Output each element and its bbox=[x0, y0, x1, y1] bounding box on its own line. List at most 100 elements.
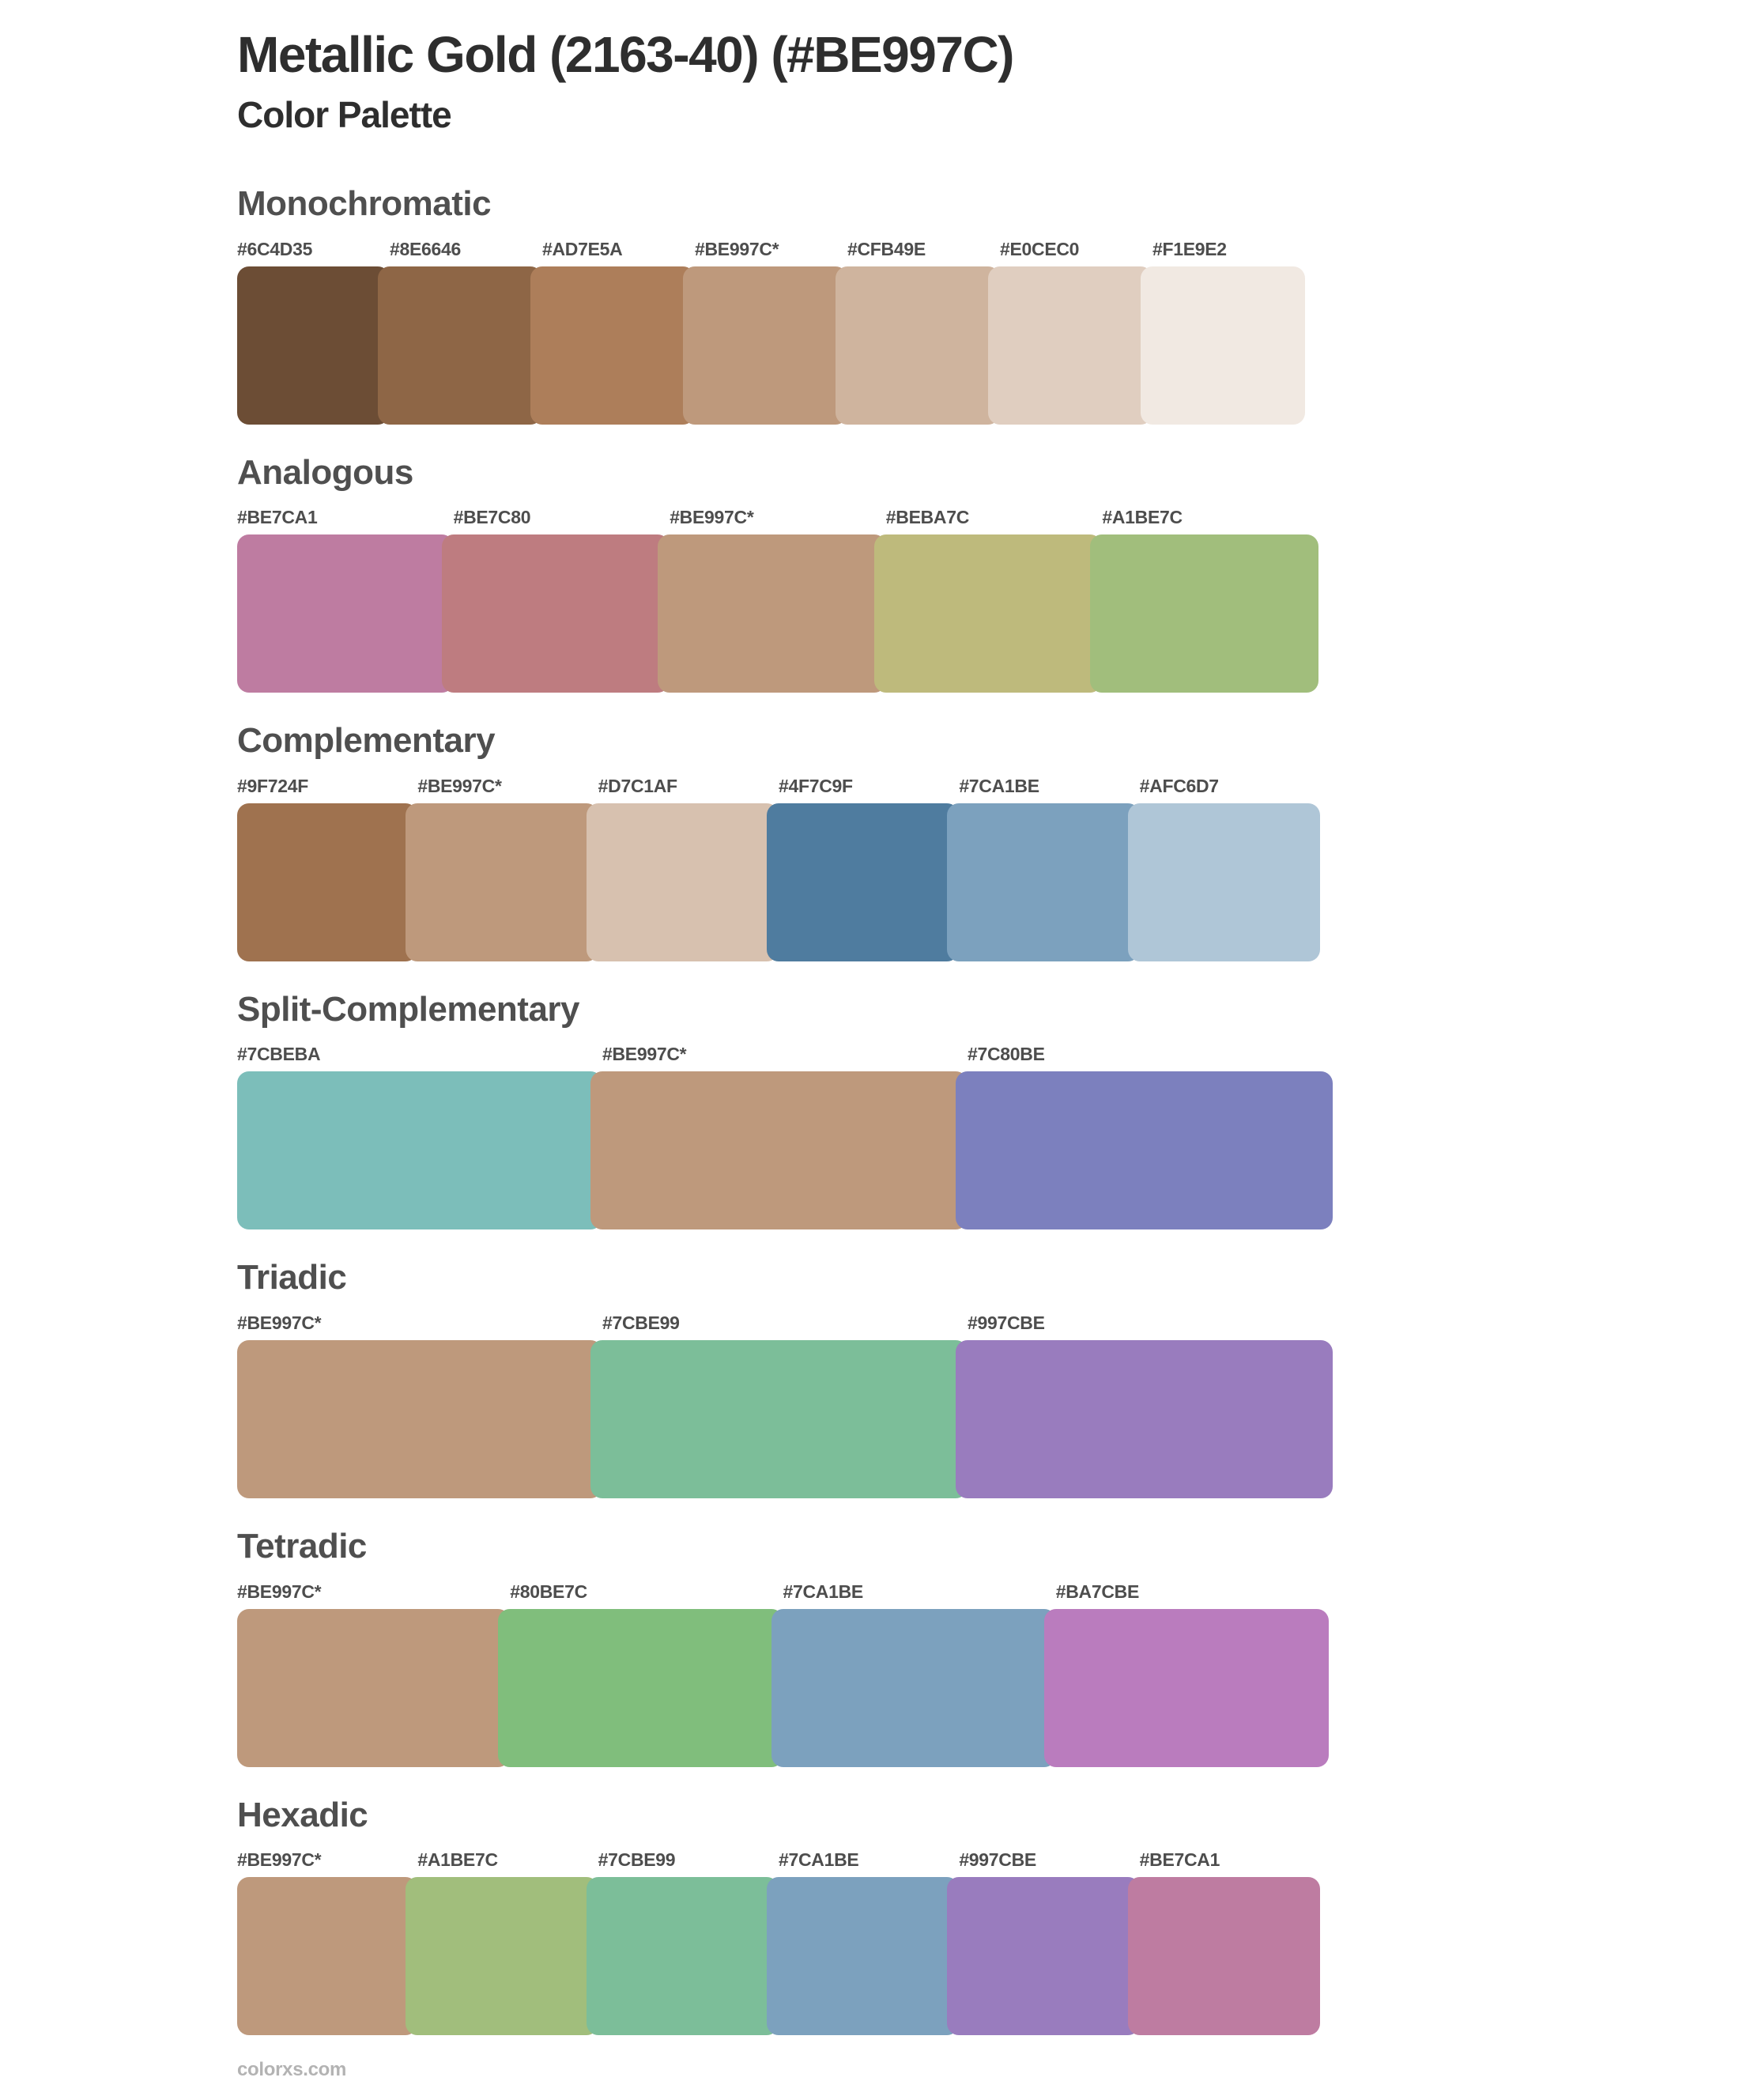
color-swatch[interactable] bbox=[590, 1071, 968, 1230]
swatch-row: #7CBEBA #BE997C* #7C80BE bbox=[237, 1042, 1333, 1230]
swatch-column: #7CBEBA bbox=[237, 1042, 602, 1230]
color-swatch[interactable] bbox=[586, 1877, 779, 2036]
color-swatch[interactable] bbox=[766, 803, 960, 961]
color-swatch[interactable] bbox=[378, 266, 542, 425]
color-swatch[interactable] bbox=[1043, 1608, 1329, 1767]
page-title: Metallic Gold (2163-40) (#BE997C) bbox=[237, 26, 1014, 83]
swatch-hex-label: #BE997C* bbox=[237, 1312, 322, 1333]
color-swatch[interactable] bbox=[771, 1608, 1056, 1767]
section-heading: Monochromatic bbox=[237, 183, 492, 223]
swatch-hex-label: #A1BE7C bbox=[1102, 507, 1183, 528]
swatch-hex-label: #7CA1BE bbox=[778, 1849, 859, 1871]
swatch-hex-label: #8E6646 bbox=[390, 238, 461, 259]
color-swatch[interactable] bbox=[658, 534, 886, 693]
palette-sections: Monochromatic #6C4D35 #8E6646 #AD7E5A #B… bbox=[237, 184, 1739, 2036]
color-swatch[interactable] bbox=[406, 803, 598, 961]
palette-section: Split-Complementary #7CBEBA #BE997C* #7C… bbox=[237, 990, 1739, 1230]
palette-section: Triadic #BE997C* #7CBE99 #997CBE bbox=[237, 1258, 1739, 1498]
swatch-row: #BE7CA1 #BE7C80 #BE997C* #BEBA7C #A1BE7C bbox=[237, 505, 1318, 693]
swatch-column: #9F724F bbox=[237, 774, 418, 961]
color-swatch[interactable] bbox=[956, 1071, 1333, 1230]
swatch-row: #BE997C* #80BE7C #7CA1BE #BA7CBE bbox=[237, 1580, 1329, 1767]
color-swatch[interactable] bbox=[498, 1608, 783, 1767]
color-swatch[interactable] bbox=[683, 266, 847, 425]
swatch-hex-label: #9F724F bbox=[237, 775, 308, 796]
swatch-hex-label: #A1BE7C bbox=[417, 1849, 498, 1871]
swatch-hex-label: #AD7E5A bbox=[542, 238, 623, 259]
swatch-hex-label: #7CA1BE bbox=[959, 775, 1039, 796]
color-swatch[interactable] bbox=[237, 1071, 602, 1230]
swatch-hex-label: #BE7C80 bbox=[453, 507, 531, 528]
swatch-row: #6C4D35 #8E6646 #AD7E5A #BE997C* #CFB49E… bbox=[237, 237, 1305, 425]
swatch-hex-label: #7CBEBA bbox=[237, 1044, 321, 1065]
swatch-column: #E0CEC0 bbox=[988, 237, 1152, 425]
palette-section: Analogous #BE7CA1 #BE7C80 #BE997C* #BEBA… bbox=[237, 453, 1739, 693]
color-swatch[interactable] bbox=[873, 534, 1103, 693]
swatch-hex-label: #BE997C* bbox=[237, 1849, 322, 1871]
swatch-hex-label: #7C80BE bbox=[968, 1044, 1045, 1065]
color-swatch[interactable] bbox=[1090, 534, 1318, 693]
section-heading: Split-Complementary bbox=[237, 989, 580, 1029]
section-heading: Complementary bbox=[237, 721, 496, 761]
swatch-hex-label: #BE997C* bbox=[695, 238, 779, 259]
palette-section: Tetradic #BE997C* #80BE7C #7CA1BE #BA7CB… bbox=[237, 1527, 1739, 1767]
color-swatch[interactable] bbox=[1141, 266, 1305, 425]
swatch-column: #D7C1AF bbox=[586, 774, 779, 961]
swatch-hex-label: #BE7CA1 bbox=[237, 507, 318, 528]
swatch-hex-label: #BE997C* bbox=[417, 775, 502, 796]
swatch-hex-label: #F1E9E2 bbox=[1152, 238, 1227, 259]
swatch-column: #8E6646 bbox=[378, 237, 542, 425]
swatch-column: #7CBE99 bbox=[590, 1311, 968, 1498]
palette-section: Monochromatic #6C4D35 #8E6646 #AD7E5A #B… bbox=[237, 184, 1739, 425]
swatch-row: #BE997C* #A1BE7C #7CBE99 #7CA1BE #997CBE… bbox=[237, 1848, 1320, 2036]
swatch-column: #7CA1BE bbox=[771, 1580, 1056, 1767]
section-heading: Analogous bbox=[237, 452, 413, 492]
swatch-hex-label: #BE997C* bbox=[237, 1581, 322, 1602]
color-swatch[interactable] bbox=[988, 266, 1152, 425]
swatch-hex-label: #D7C1AF bbox=[598, 775, 677, 796]
swatch-column: #BE997C* bbox=[658, 505, 886, 693]
color-swatch[interactable] bbox=[441, 534, 670, 693]
color-swatch[interactable] bbox=[237, 534, 454, 693]
swatch-hex-label: #BE997C* bbox=[670, 507, 754, 528]
palette-section: Complementary #9F724F #BE997C* #D7C1AF #… bbox=[237, 721, 1739, 961]
color-swatch[interactable] bbox=[1127, 1877, 1320, 2036]
swatch-hex-label: #7CBE99 bbox=[602, 1312, 680, 1333]
color-swatch[interactable] bbox=[836, 266, 1000, 425]
color-swatch[interactable] bbox=[406, 1877, 598, 2036]
footer-watermark: colorxs.com bbox=[237, 2059, 347, 2081]
swatch-column: #BE997C* bbox=[406, 774, 598, 961]
swatch-column: #BE7C80 bbox=[441, 505, 670, 693]
color-swatch[interactable] bbox=[586, 803, 779, 961]
color-swatch[interactable] bbox=[530, 266, 695, 425]
swatch-hex-label: #BA7CBE bbox=[1055, 1581, 1140, 1602]
swatch-hex-label: #80BE7C bbox=[510, 1581, 587, 1602]
swatch-column: #BE997C* bbox=[237, 1848, 418, 2036]
color-swatch[interactable] bbox=[237, 1339, 602, 1498]
palette-section: Hexadic #BE997C* #A1BE7C #7CBE99 #7CA1BE… bbox=[237, 1796, 1739, 2036]
swatch-column: #BE7CA1 bbox=[1127, 1848, 1320, 2036]
color-swatch[interactable] bbox=[590, 1339, 968, 1498]
swatch-column: #CFB49E bbox=[836, 237, 1000, 425]
swatch-hex-label: #E0CEC0 bbox=[1000, 238, 1080, 259]
swatch-column: #A1BE7C bbox=[406, 1848, 598, 2036]
page-subtitle: Color Palette bbox=[237, 94, 452, 136]
color-swatch[interactable] bbox=[237, 803, 418, 961]
color-swatch[interactable] bbox=[947, 803, 1140, 961]
color-swatch[interactable] bbox=[237, 266, 390, 425]
swatch-column: #BE997C* bbox=[237, 1311, 602, 1498]
section-heading: Hexadic bbox=[237, 1795, 368, 1834]
swatch-column: #997CBE bbox=[956, 1311, 1333, 1498]
swatch-column: #7C80BE bbox=[956, 1042, 1333, 1230]
color-swatch[interactable] bbox=[237, 1608, 511, 1767]
section-heading: Tetradic bbox=[237, 1526, 367, 1566]
swatch-hex-label: #BE997C* bbox=[602, 1044, 687, 1065]
color-swatch[interactable] bbox=[766, 1877, 960, 2036]
swatch-hex-label: #4F7C9F bbox=[778, 775, 853, 796]
color-swatch[interactable] bbox=[947, 1877, 1140, 2036]
color-swatch[interactable] bbox=[237, 1877, 418, 2036]
color-swatch[interactable] bbox=[956, 1339, 1333, 1498]
swatch-hex-label: #6C4D35 bbox=[237, 238, 313, 259]
color-swatch[interactable] bbox=[1127, 803, 1320, 961]
